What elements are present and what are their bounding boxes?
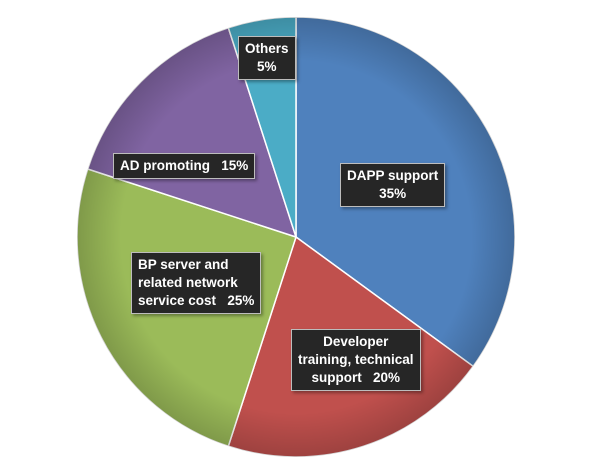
data-label-value: 20% [373, 370, 401, 385]
data-label-line-with-value: service cost 25% [138, 292, 254, 310]
data-label-value: 25% [227, 293, 255, 308]
data-label-dapp-support: DAPP support 35% [340, 163, 446, 207]
data-label-ad-promoting: AD promoting 15% [113, 153, 256, 179]
data-label-others: Others 5% [238, 36, 296, 80]
data-label-line: Others [245, 41, 289, 56]
data-label-line: support [311, 370, 362, 385]
data-label-line-with-value: support 20% [298, 369, 414, 387]
data-label-line: Developer [323, 334, 389, 349]
pie-shading [77, 17, 515, 457]
data-label-line: training, technical [298, 352, 414, 367]
data-label-line: BP server and [138, 257, 229, 272]
data-label-line: related network [138, 275, 238, 290]
data-label-value: 15% [221, 158, 249, 173]
data-label-value: 5% [257, 59, 277, 74]
data-label-line: AD promoting [120, 158, 210, 173]
data-label-developer-training: Developer training, technical support 20… [291, 329, 421, 391]
data-label-bp-server: BP server and related network service co… [131, 252, 262, 314]
data-label-line: DAPP support [347, 168, 439, 183]
data-label-line-with-value: AD promoting 15% [120, 157, 248, 175]
data-label-value: 35% [379, 186, 407, 201]
data-label-line: service cost [138, 293, 217, 308]
